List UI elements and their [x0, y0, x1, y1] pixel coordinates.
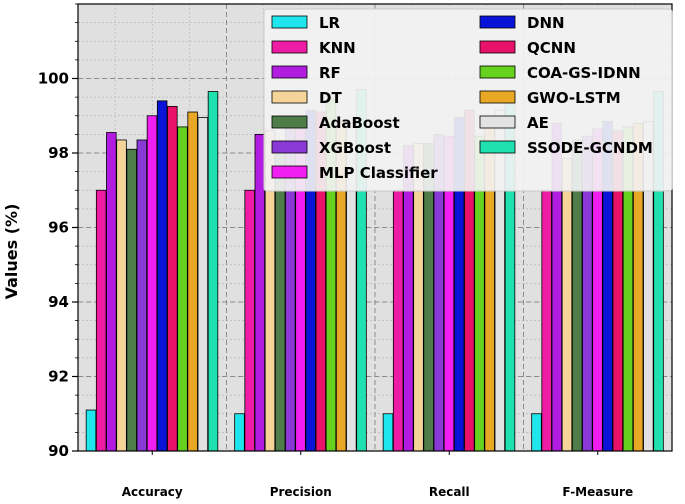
bar-dt-accuracy — [116, 139, 127, 452]
legend-label-rf: RF — [319, 64, 341, 82]
legend-swatch-lr — [271, 15, 308, 29]
x-category-label: Recall — [429, 485, 470, 499]
legend-label-adaboost: AdaBoost — [319, 114, 400, 132]
bar-ae-accuracy — [197, 117, 209, 452]
legend-label-qcnn: QCNN — [527, 39, 576, 57]
legend-swatch-ae — [479, 115, 516, 129]
bar-ssode-gcndm-accuracy — [207, 91, 219, 452]
bar-dt-f-measure — [561, 158, 573, 452]
y-tick-label: 90 — [48, 442, 69, 460]
y-axis-title: Values (%) — [2, 204, 21, 300]
bar-rf-accuracy — [106, 132, 117, 452]
x-category-label: F-Measure — [562, 485, 633, 499]
legend-label-gwo-lstm: GWO-LSTM — [527, 89, 621, 107]
x-category-label: Precision — [270, 485, 332, 499]
legend-label-ssode-gcndm: SSODE-GCNDM — [527, 139, 653, 157]
bar-knn-f-measure — [541, 189, 552, 452]
bar-lr-recall — [382, 413, 394, 452]
legend-swatch-ssode-gcndm — [479, 140, 516, 154]
bar-coa-gs-idnn-accuracy — [177, 126, 188, 452]
x-category-label: Accuracy — [122, 485, 183, 499]
legend-label-ae: AE — [527, 114, 549, 132]
bar-knn-precision — [244, 189, 255, 452]
legend-swatch-coa-gs-idnn — [479, 65, 516, 79]
bar-lr-precision — [234, 413, 245, 452]
bar-mlp-classifier-accuracy — [146, 115, 158, 452]
legend-label-xgboost: XGBoost — [319, 139, 391, 157]
legend-label-coa-gs-idnn: COA-GS-IDNN — [527, 64, 641, 82]
bar-xgboost-accuracy — [136, 139, 148, 452]
bar-gwo-lstm-accuracy — [187, 111, 198, 452]
legend-label-dnn: DNN — [527, 14, 565, 32]
bar-lr-accuracy — [85, 409, 97, 452]
legend-label-dt: DT — [319, 89, 342, 107]
legend-box — [263, 8, 673, 192]
legend-swatch-dnn — [479, 15, 516, 29]
legend-label-mlp-classifier: MLP Classifier — [319, 164, 438, 182]
y-tick-label: 100 — [38, 70, 69, 88]
y-tick-label: 92 — [48, 368, 69, 386]
bar-knn-accuracy — [95, 189, 107, 452]
legend-swatch-adaboost — [271, 115, 308, 129]
legend-swatch-dt — [271, 90, 308, 104]
bar-qcnn-accuracy — [167, 106, 178, 452]
bar-rf-precision — [254, 133, 266, 452]
legend-label-knn: KNN — [319, 39, 356, 57]
y-tick-label: 94 — [48, 293, 69, 311]
y-tick-label: 98 — [48, 144, 69, 162]
legend-label-lr: LR — [319, 14, 341, 32]
legend-swatch-qcnn — [479, 40, 516, 54]
legend-swatch-rf — [271, 65, 308, 79]
legend-swatch-xgboost — [271, 140, 308, 154]
bar-adaboost-precision — [274, 148, 286, 452]
bar-knn-recall — [392, 189, 404, 452]
legend-swatch-gwo-lstm — [479, 90, 516, 104]
bar-dnn-accuracy — [156, 100, 168, 452]
legend-swatch-knn — [271, 40, 308, 54]
bar-lr-f-measure — [531, 413, 542, 452]
y-tick-label: 96 — [48, 219, 69, 237]
bar-adaboost-accuracy — [126, 148, 137, 452]
legend-swatch-mlp-classifier — [271, 165, 308, 179]
